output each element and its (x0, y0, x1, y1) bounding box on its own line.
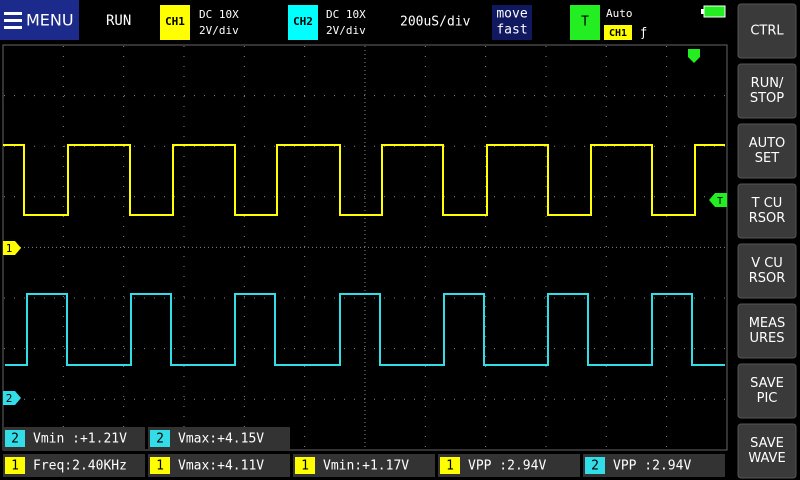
side-button-label[interactable]: MEAS (749, 316, 786, 331)
measurement-channel-badge (150, 430, 170, 447)
side-button-label[interactable]: AUTO (749, 136, 786, 151)
trigger-position-marker[interactable] (688, 49, 700, 63)
measurement-box (583, 454, 725, 477)
ch1-badge[interactable] (160, 5, 190, 40)
ch2-label[interactable]: CH2 (293, 15, 313, 28)
side-button-label[interactable]: SAVE (750, 436, 784, 451)
ch1-coupling: DC 10X (199, 8, 239, 21)
measurement-box (293, 454, 435, 477)
measurement-channel: 1 (446, 459, 454, 474)
move-mode-line[interactable]: move (496, 7, 527, 22)
ch1-marker[interactable] (3, 241, 21, 255)
menu-label[interactable]: MENU (26, 11, 74, 30)
ch1-scale: 2V/div (199, 24, 239, 37)
side-button-label[interactable]: PIC (757, 391, 778, 406)
trigger-level-label[interactable]: T (717, 196, 723, 207)
measurement-channel-badge (5, 430, 25, 447)
measurement-channel-badge (150, 457, 170, 474)
measurement-channel: 1 (156, 459, 164, 474)
measurement-value: VPP :2.94V (468, 459, 546, 474)
ch2-marker[interactable] (3, 391, 21, 405)
measurement-channel: 1 (11, 459, 19, 474)
measurement-value: VPP :2.94V (613, 459, 691, 474)
measurement-channel: 2 (591, 459, 599, 474)
measurement-box (148, 454, 290, 477)
move-mode-button[interactable] (492, 5, 532, 40)
measurement-channel: 2 (11, 432, 19, 447)
trigger-badge[interactable] (570, 5, 600, 40)
ch1-trace (3, 144, 725, 216)
side-button-label[interactable]: T CU (751, 196, 783, 211)
measurement-value: Vmin :+1.21V (33, 432, 127, 447)
ch2-badge[interactable] (288, 5, 318, 40)
trigger-level-marker[interactable] (709, 193, 727, 207)
measurement-channel-badge (440, 457, 460, 474)
measurement-box (148, 427, 290, 450)
side-button[interactable] (737, 363, 797, 419)
trigger-source-badge (604, 25, 632, 40)
battery (703, 5, 726, 18)
side-button-label[interactable]: STOP (750, 91, 784, 106)
measurement-channel: 1 (301, 459, 309, 474)
grid (4, 46, 726, 449)
ch1-label[interactable]: CH1 (165, 15, 185, 28)
measurement-value: Freq:2.40KHz (33, 459, 127, 474)
measurement-box (3, 454, 145, 477)
side-button-label[interactable]: URES (749, 331, 784, 346)
trigger-label[interactable]: T (581, 15, 589, 30)
side-button[interactable] (737, 3, 797, 59)
ch1-marker-label[interactable]: 1 (6, 242, 13, 255)
trigger-edge: ƒ (640, 26, 647, 40)
timebase: 200uS/div (400, 15, 471, 30)
measurement-channel-badge (585, 457, 605, 474)
measurement-value: Vmax:+4.11V (178, 459, 264, 474)
side-button[interactable] (737, 423, 797, 479)
trigger-mode: Auto (606, 7, 633, 20)
run-status: RUN (106, 13, 131, 29)
side-button[interactable] (737, 123, 797, 179)
trigger-source: CH1 (609, 28, 627, 39)
measurement-box (438, 454, 580, 477)
side-button-label[interactable]: RUN/ (751, 76, 784, 91)
measurement-value: Vmax:+4.15V (178, 432, 264, 447)
measurement-channel-badge (295, 457, 315, 474)
side-button-label[interactable]: SET (755, 151, 779, 166)
battery-tip (701, 9, 704, 14)
measurement-box (3, 427, 145, 450)
side-button[interactable] (737, 303, 797, 359)
side-button[interactable] (737, 183, 797, 239)
side-button-label[interactable]: WAVE (748, 451, 785, 466)
ch2-scale: 2V/div (326, 24, 366, 37)
side-button-label[interactable]: RSOR (749, 271, 786, 286)
move-mode-line[interactable]: fast (496, 23, 527, 38)
measurement-channel: 2 (156, 432, 164, 447)
measurement-channel-badge (5, 457, 25, 474)
side-button-label[interactable]: SAVE (750, 376, 784, 391)
side-button-label[interactable]: RSOR (749, 211, 786, 226)
side-button-label[interactable]: CTRL (750, 24, 784, 39)
ch2-coupling: DC 10X (326, 8, 366, 21)
side-button[interactable] (737, 243, 797, 299)
ch2-trace (5, 293, 725, 366)
side-button[interactable] (737, 63, 797, 119)
ch2-marker-label[interactable]: 2 (6, 392, 13, 405)
measurement-value: Vmin:+1.17V (323, 459, 409, 474)
menu-icon (4, 12, 22, 29)
side-button-label[interactable]: V CU (751, 256, 783, 271)
